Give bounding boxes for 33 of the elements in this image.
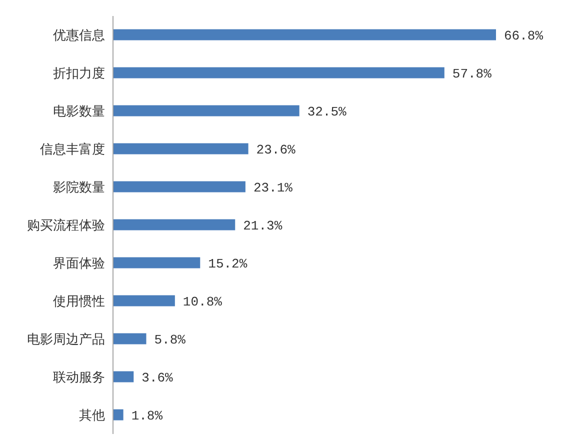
y-tick-label: 购买流程体验	[27, 218, 105, 234]
y-tick-label: 电影周边产品	[27, 332, 105, 348]
y-tick-label: 优惠信息	[53, 28, 105, 44]
bar	[113, 409, 124, 420]
y-tick-label: 其他	[79, 408, 105, 424]
y-tick-label: 信息丰富度	[40, 142, 105, 158]
data-label: 23.1%	[253, 180, 293, 196]
y-tick-label: 使用惯性	[53, 294, 105, 310]
bar	[113, 29, 496, 40]
data-label: 1.8%	[131, 408, 163, 424]
bar	[113, 67, 444, 78]
y-tick-label: 界面体验	[53, 256, 105, 272]
data-label: 15.2%	[208, 256, 248, 272]
bar	[113, 295, 175, 306]
data-label: 10.8%	[182, 294, 222, 310]
bar	[113, 371, 134, 382]
data-label: 66.8%	[504, 28, 544, 44]
y-tick-label: 影院数量	[53, 180, 105, 196]
data-label: 5.8%	[154, 332, 186, 348]
bar	[113, 219, 236, 230]
data-label: 23.6%	[256, 142, 296, 158]
bar	[113, 333, 146, 344]
data-label: 3.6%	[142, 370, 174, 386]
data-label: 21.3%	[243, 218, 282, 234]
y-tick-label: 折扣力度	[53, 66, 105, 82]
y-tick-label: 联动服务	[53, 370, 105, 386]
bar	[113, 143, 248, 154]
data-label: 57.8%	[452, 66, 492, 82]
bar	[113, 181, 246, 192]
bar	[113, 257, 200, 268]
y-tick-label: 电影数量	[53, 104, 105, 120]
bar	[113, 105, 300, 116]
data-label: 32.5%	[307, 104, 347, 120]
